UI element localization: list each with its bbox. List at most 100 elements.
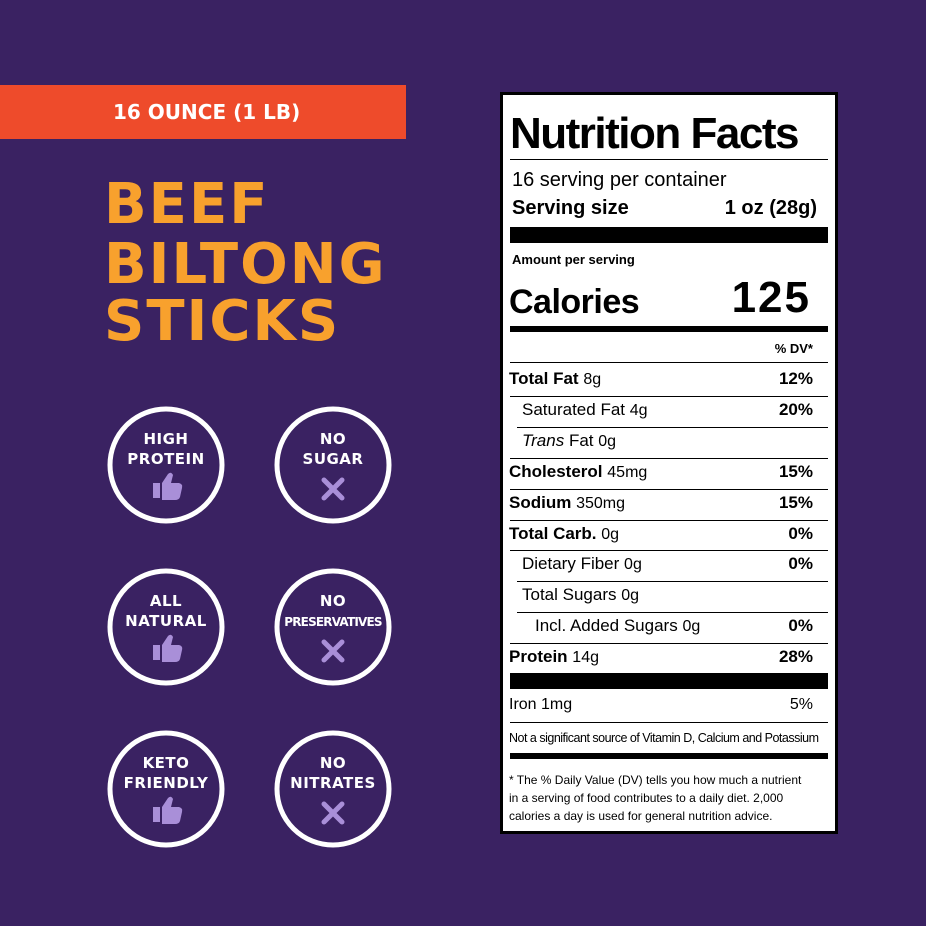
row-amount: 350mg: [576, 494, 625, 512]
row-amount: 45mg: [607, 463, 648, 481]
row: Total Carb. 0g: [509, 524, 619, 544]
row-name: Protein: [509, 647, 568, 667]
row: Cholesterol 45mg: [509, 462, 647, 482]
row: Incl. Added Sugars 0g: [535, 616, 700, 636]
row-dv: 15%: [778, 461, 813, 481]
row-name: Incl. Added Sugars: [535, 616, 678, 636]
row-dv: 15%: [778, 492, 813, 512]
thumb-icon: [153, 796, 183, 824]
thumb-icon: [153, 634, 183, 662]
title-line: BEEF: [104, 172, 270, 237]
row: Dietary Fiber 0g: [522, 554, 642, 574]
badge-ring: [274, 730, 392, 848]
rule: [517, 612, 828, 614]
rule: [510, 457, 828, 459]
row-amount: 0g: [682, 618, 701, 636]
x-icon: [321, 801, 345, 825]
thick-rule: [510, 227, 828, 243]
amount-per-serving: Amount per serving: [512, 252, 635, 267]
iron-dv: 5%: [789, 696, 813, 713]
rule: [517, 426, 828, 428]
calories: 125: [731, 273, 811, 322]
thick-rule: [510, 673, 828, 689]
rule: [510, 519, 828, 521]
row: Trans Fat 0g: [522, 431, 616, 451]
serving-size: 1 oz (28g): [724, 197, 817, 219]
row-name: Fat: [568, 430, 594, 450]
row-amount: 0g: [621, 587, 640, 605]
row-name: Sodium: [509, 492, 572, 512]
row-name: Total Carb.: [509, 523, 597, 543]
row-name-prefix: Trans: [522, 430, 565, 450]
badge-ring: [274, 406, 392, 524]
row: Protein 14g: [509, 647, 599, 667]
badge-text: FRIENDLY: [124, 774, 209, 792]
badge-text: ALL: [150, 592, 182, 610]
badge-text: NO: [320, 754, 346, 772]
badge-text: PROTEIN: [127, 450, 204, 468]
row-dv: 28%: [778, 647, 813, 667]
row: Total Sugars 0g: [522, 585, 639, 605]
banner: 16 OUNCE (1 LB): [0, 85, 406, 139]
row-dv: 0%: [788, 554, 813, 574]
rule: [510, 550, 828, 552]
rule: [510, 488, 828, 490]
badge-ring: [107, 568, 225, 686]
row: Saturated Fat 4g: [522, 400, 648, 420]
thumb-icon: [153, 472, 183, 500]
x-icon: [321, 477, 345, 501]
banner-text: 16 OUNCE (1 LB): [113, 100, 301, 124]
footnote-line: in a serving of food contributes to a da…: [509, 791, 784, 805]
row-amount: 4g: [629, 401, 648, 419]
rule: [517, 581, 828, 583]
nf-title: Nutrition Facts: [510, 109, 799, 158]
thick-rule: [510, 326, 828, 332]
row-name: Cholesterol: [509, 461, 603, 481]
badge-text: NO: [320, 592, 346, 610]
row-dv: 0%: [788, 523, 813, 543]
row-amount: 0g: [624, 556, 642, 574]
row-amount: 8g: [583, 371, 602, 388]
rule: [510, 159, 828, 160]
row-name: Total Sugars: [522, 585, 617, 605]
badge-text: SUGAR: [303, 450, 364, 468]
iron-name: Iron: [509, 696, 537, 713]
row-dv: 20%: [778, 399, 813, 419]
servings: 16 serving per container: [512, 169, 727, 191]
row-name: Total Fat: [509, 369, 579, 388]
badge-text: NATURAL: [125, 612, 207, 630]
row-dv: 0%: [788, 616, 813, 636]
badge-text: PRESERVATIVES: [284, 615, 382, 629]
nutrition-label: Nutrition Facts 16 serving per container…: [500, 92, 838, 834]
badge-text: NO: [320, 430, 346, 448]
badge-ring: [274, 568, 392, 686]
row-amount: 0g: [598, 432, 617, 450]
badge-ring: [107, 406, 225, 524]
row: Total Fat 8g: [509, 369, 601, 389]
rule: [510, 362, 828, 363]
row-name: Saturated Fat: [522, 399, 626, 419]
badge-text: HIGH: [143, 430, 188, 448]
row-amount: 14g: [572, 649, 599, 667]
footnote: * The % Daily Value (DV) tells you how m…: [509, 771, 801, 825]
row-name: Dietary Fiber: [522, 554, 620, 574]
serving-size-label: Serving size: [512, 197, 629, 219]
title-line: STICKS: [104, 289, 341, 354]
iron: Iron 1mg: [509, 696, 572, 714]
badge-text: KETO: [143, 754, 190, 772]
x-icon: [321, 639, 345, 663]
row-dv: 12%: [778, 369, 813, 388]
rule: [510, 643, 828, 645]
row: Sodium 350mg: [509, 493, 625, 513]
footnote-line: * The % Daily Value (DV) tells you how m…: [509, 773, 802, 787]
calories-label: Calories: [509, 283, 640, 321]
not-significant: Not a significant source of Vitamin D, C…: [509, 731, 819, 745]
badge-text: NITRATES: [290, 774, 376, 792]
footnote-line: calories a day is used for general nutri…: [509, 809, 773, 823]
rule: [510, 722, 828, 723]
badge-ring: [107, 730, 225, 848]
thick-rule: [510, 753, 828, 759]
row-amount: 0g: [601, 525, 620, 543]
rule: [510, 395, 828, 397]
